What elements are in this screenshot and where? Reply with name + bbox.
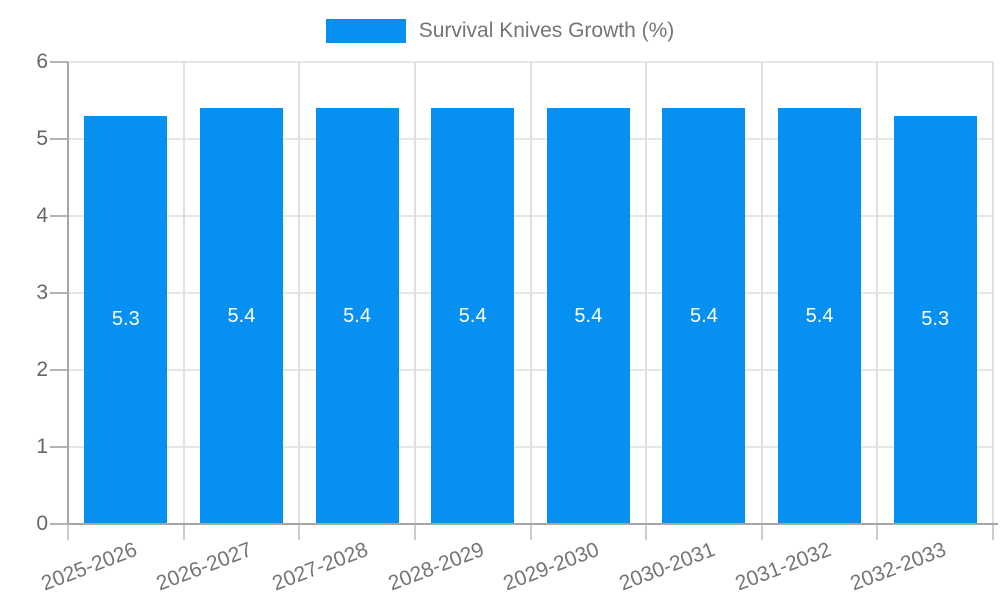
y-axis-label: 3	[36, 281, 48, 304]
legend-swatch	[325, 19, 406, 43]
x-axis-tick	[182, 524, 185, 540]
gridline-v	[760, 62, 763, 524]
bar-value-label: 5.4	[690, 304, 718, 327]
bar[interactable]: 5.4	[546, 108, 630, 524]
legend: Survival Knives Growth (%)	[0, 19, 1000, 43]
y-axis-tick	[50, 369, 68, 371]
x-axis-tick	[413, 524, 416, 540]
bar[interactable]: 5.4	[662, 108, 746, 524]
y-axis-line	[67, 62, 69, 524]
y-axis-label: 0	[36, 512, 48, 535]
y-axis-tick	[50, 61, 68, 63]
y-axis-tick	[50, 523, 68, 525]
y-axis-tick	[50, 215, 68, 217]
gridline-v	[182, 62, 185, 524]
legend-label: Survival Knives Growth (%)	[418, 19, 675, 42]
x-axis-tick	[298, 524, 301, 540]
bar-value-label: 5.3	[921, 308, 950, 331]
gridline-v	[876, 62, 879, 524]
y-axis-label: 5	[36, 127, 48, 150]
x-axis-tick	[876, 524, 879, 540]
bar-value-label: 5.4	[574, 304, 603, 327]
gridline-v	[529, 62, 532, 524]
y-axis-tick	[50, 446, 68, 448]
bar-value-label: 5.4	[805, 304, 834, 327]
bar[interactable]: 5.4	[778, 108, 862, 524]
bar[interactable]: 5.4	[315, 108, 399, 524]
bar[interactable]: 5.3	[893, 115, 977, 524]
y-axis-label: 2	[36, 358, 48, 381]
x-axis-tick	[67, 524, 69, 540]
bar[interactable]: 5.4	[199, 108, 283, 524]
gridline-v	[413, 62, 416, 524]
bar-value-label: 5.3	[111, 308, 140, 331]
bar-value-label: 5.4	[227, 304, 256, 327]
x-axis-baseline	[68, 523, 998, 525]
gridline-v	[298, 62, 301, 524]
x-axis-tick	[760, 524, 763, 540]
bar[interactable]: 5.4	[431, 108, 515, 524]
bar-value-label: 5.4	[343, 304, 371, 327]
y-axis-label: 1	[36, 435, 48, 458]
gridline-v	[645, 62, 648, 524]
y-axis-label: 6	[36, 50, 48, 73]
x-axis-tick	[645, 524, 648, 540]
y-axis-tick	[50, 292, 68, 294]
x-axis-tick	[529, 524, 532, 540]
bar[interactable]: 5.3	[84, 115, 168, 524]
gridline-v	[992, 62, 994, 524]
y-axis-label: 4	[36, 204, 48, 227]
y-axis-tick	[50, 138, 68, 140]
bar-value-label: 5.4	[458, 304, 487, 327]
x-axis-tick	[992, 524, 994, 540]
